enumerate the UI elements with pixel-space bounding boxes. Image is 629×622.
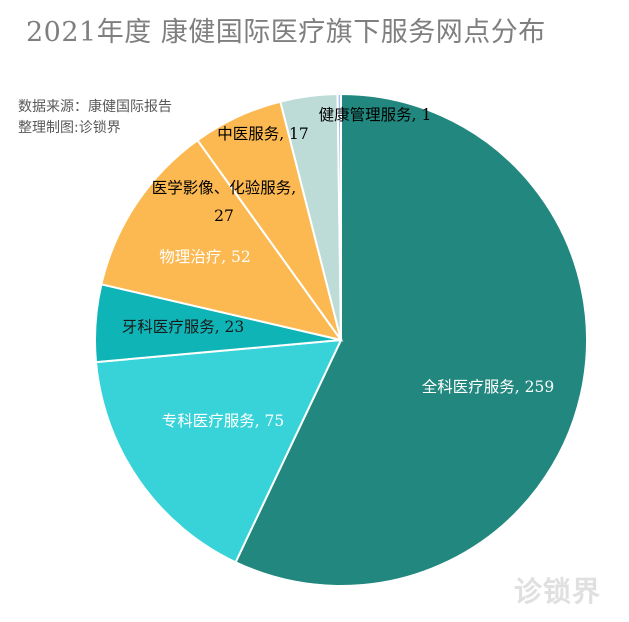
chart-title: 2021年度 康健国际医疗旗下服务网点分布 bbox=[26, 17, 546, 48]
pie-slice bbox=[94, 338, 343, 564]
watermark-logo: 诊锁界 bbox=[513, 575, 601, 608]
pie-slice bbox=[234, 92, 588, 587]
pie-labels: 全科医疗服务, 259 专科医疗服务, 75 牙科医疗服务, 23 物理治疗, 52 医… bbox=[122, 106, 555, 430]
slice-label: 专科医疗服务, 75 bbox=[162, 412, 285, 430]
pie-slice bbox=[100, 138, 344, 342]
slice-label: 中医服务, 17 bbox=[217, 125, 309, 143]
source-line: 数据来源：康健国际报告 bbox=[18, 99, 172, 115]
slice-label: 医学影像、化验服务, bbox=[152, 179, 296, 197]
source-note: 数据来源：康健国际报告 整理制图:诊锁界 bbox=[18, 97, 172, 139]
author-line: 整理制图:诊锁界 bbox=[18, 120, 121, 136]
slice-value-label: 27 bbox=[214, 207, 234, 225]
pie-slices bbox=[94, 92, 588, 587]
slice-label: 牙科医疗服务, 23 bbox=[122, 318, 245, 336]
slice-label: 物理治疗, 52 bbox=[159, 248, 251, 266]
slice-label: 全科医疗服务, 259 bbox=[422, 378, 554, 396]
slice-label: 健康管理服务, 1 bbox=[319, 106, 432, 124]
